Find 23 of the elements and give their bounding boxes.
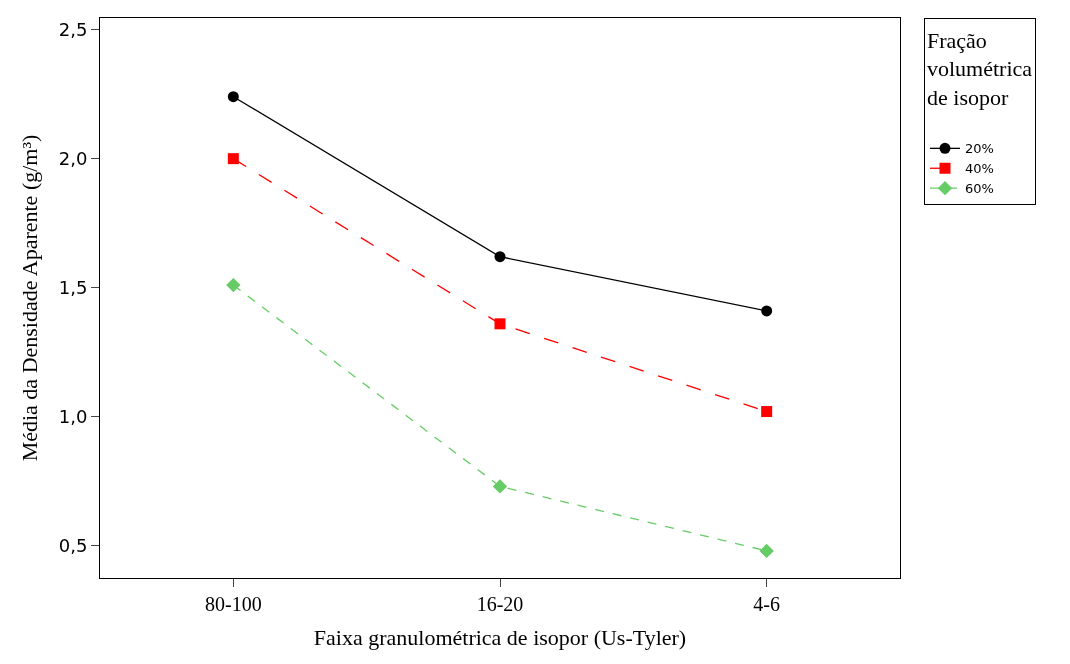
x-axis-title: Faixa granulométrica de isopor (Us-Tyler) bbox=[313, 624, 687, 650]
point bbox=[494, 318, 506, 330]
y-tick-label: 1,0 bbox=[58, 406, 88, 428]
point bbox=[227, 91, 239, 103]
point bbox=[492, 479, 508, 494]
point bbox=[226, 277, 241, 293]
x-tick-label: 80-100 bbox=[204, 593, 262, 615]
x-tick-label: 16-20 bbox=[476, 593, 524, 615]
y-tick-label: 0,5 bbox=[58, 535, 88, 557]
point bbox=[761, 305, 773, 317]
y-tick-label: 2,5 bbox=[58, 18, 88, 40]
point bbox=[494, 251, 506, 263]
y-axis-title: Média da Densidade Aparente (g/m³) bbox=[16, 134, 42, 462]
point bbox=[227, 153, 239, 165]
x-tick-label: 4-6 bbox=[753, 593, 781, 615]
y-tick-label: 2,0 bbox=[58, 147, 88, 169]
legend-label: 20% bbox=[965, 141, 994, 157]
legend-title: Fração volumétrica de isopor bbox=[927, 27, 1033, 110]
y-tick-label: 1,5 bbox=[58, 276, 88, 298]
legend-label: 60% bbox=[965, 181, 994, 197]
point bbox=[761, 406, 773, 418]
point bbox=[759, 543, 774, 559]
legend-label: 40% bbox=[965, 161, 994, 177]
